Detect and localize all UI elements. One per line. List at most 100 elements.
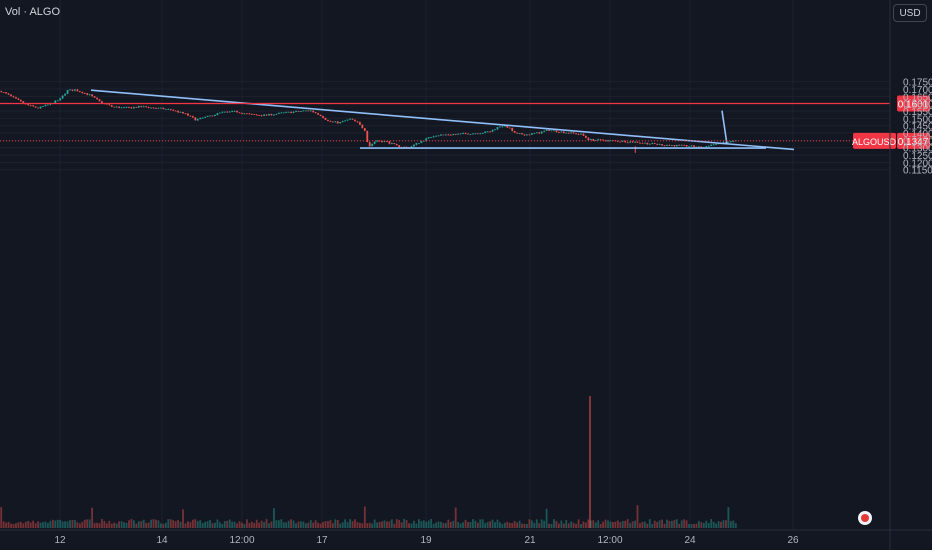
- volume-bar: [550, 523, 553, 528]
- candle-body: [710, 144, 713, 146]
- volume-bar: [218, 522, 221, 528]
- candle-body: [226, 111, 229, 113]
- candle-body: [599, 139, 602, 141]
- volume-bar: [395, 519, 398, 528]
- candle-body: [339, 121, 342, 124]
- time-tick-label: 17: [316, 535, 328, 546]
- candle-body: [162, 107, 165, 110]
- volume-bar: [422, 520, 425, 528]
- tradingview-logo-icon[interactable]: [858, 511, 872, 525]
- candle-body: [27, 104, 30, 106]
- volume-bar: [695, 523, 698, 528]
- volume-bar: [700, 522, 703, 528]
- volume-bar: [410, 523, 413, 528]
- volume-bar: [570, 521, 573, 528]
- candle-body: [201, 117, 204, 119]
- last-price-text: 0.1347: [898, 137, 929, 148]
- candle-body: [216, 113, 219, 115]
- candle-body: [538, 132, 541, 134]
- volume-bars: [0, 396, 737, 528]
- candle-body: [447, 134, 450, 136]
- candle-body: [715, 144, 718, 145]
- currency-button[interactable]: USD: [893, 4, 927, 22]
- candle-body: [258, 114, 261, 116]
- candle-body: [209, 115, 211, 117]
- candle-body: [287, 111, 290, 113]
- volume-bar: [314, 520, 317, 528]
- candle-body: [594, 140, 597, 141]
- candle-body: [474, 133, 477, 135]
- candle-body: [317, 113, 320, 115]
- candle-body: [76, 89, 79, 92]
- candle-body: [432, 136, 435, 138]
- candle-body: [530, 133, 533, 135]
- volume-bar: [101, 519, 103, 528]
- candle-body: [727, 142, 730, 143]
- volume-bar: [39, 522, 42, 528]
- price-tick-label: 0.1350: [903, 136, 932, 147]
- candle-body: [204, 116, 207, 118]
- candle-body: [91, 94, 94, 97]
- volume-bar: [177, 520, 180, 528]
- candle-body: [2, 92, 5, 93]
- volume-bar: [140, 521, 143, 528]
- volume-bar: [639, 523, 641, 528]
- volume-bar: [557, 523, 560, 528]
- volume-bar: [717, 521, 720, 528]
- volume-bar: [683, 519, 686, 528]
- candle-body: [661, 144, 663, 146]
- candle-body: [616, 140, 619, 142]
- volume-bar: [381, 521, 383, 528]
- volume-bar: [24, 521, 27, 528]
- candle-body: [245, 113, 248, 115]
- resistance-price-text: 0.1601: [898, 100, 929, 111]
- candle-body: [312, 110, 315, 113]
- candle-body: [624, 140, 627, 143]
- candle-body: [653, 142, 656, 144]
- volume-bar: [268, 523, 270, 528]
- candle-body: [132, 107, 135, 109]
- volume-bar: [88, 519, 91, 528]
- candle-body: [631, 141, 634, 143]
- candle-body: [179, 111, 182, 113]
- volume-bar: [135, 523, 138, 528]
- candle-body: [218, 112, 221, 114]
- candle-body: [476, 133, 479, 135]
- descending-trendline: [90, 89, 795, 151]
- vertical-line: [721, 110, 728, 145]
- candle-body: [413, 144, 415, 147]
- price-tick-label: 0.1450: [903, 122, 932, 133]
- time-tick-label: 21: [524, 535, 536, 546]
- candle-body: [304, 110, 307, 112]
- volume-bar: [15, 523, 17, 528]
- volume-bar: [501, 523, 504, 528]
- candle-body: [142, 106, 145, 108]
- candle-body: [641, 142, 644, 144]
- candle-body: [729, 141, 732, 143]
- time-tick-label: 12:00: [597, 535, 622, 546]
- volume-bar: [425, 521, 428, 528]
- volume-bar: [427, 520, 430, 528]
- candle-body: [557, 131, 560, 133]
- candle-body: [619, 141, 622, 143]
- candle-body: [206, 115, 209, 117]
- volume-bar: [199, 520, 202, 528]
- candle-body: [597, 139, 600, 141]
- volume-bar: [169, 519, 172, 528]
- candle-body: [295, 111, 297, 112]
- candle-body: [177, 110, 180, 113]
- candle-body: [44, 104, 47, 107]
- candle-body: [280, 112, 283, 114]
- volume-bar: [179, 521, 182, 528]
- volume-indicator-label[interactable]: Vol · ALGO: [5, 6, 61, 18]
- volume-bar: [496, 519, 499, 528]
- volume-bar: [66, 521, 69, 528]
- candle-body: [430, 137, 433, 138]
- candle-body: [233, 111, 236, 112]
- volume-bar: [437, 521, 440, 528]
- candle-body: [398, 145, 401, 148]
- candle-body: [238, 112, 241, 114]
- volume-bar: [142, 519, 145, 528]
- volume-bar: [164, 522, 167, 528]
